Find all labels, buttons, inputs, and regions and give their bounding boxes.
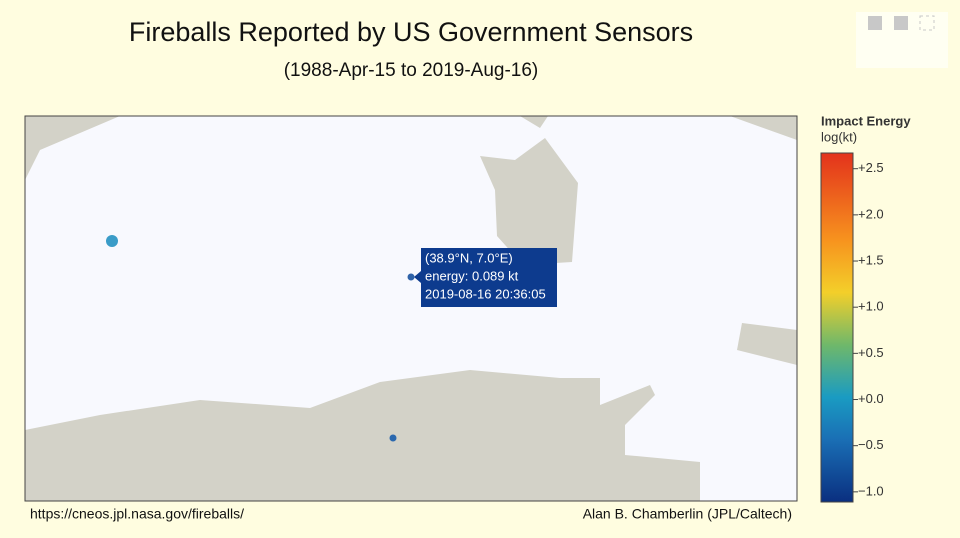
colorbar-tick-label: +1.5	[858, 252, 884, 267]
map-frame	[24, 115, 798, 502]
tooltip-line: 2019-08-16 20:36:05	[425, 286, 546, 301]
fireball	[389, 434, 397, 442]
colorbar-tick-label: +0.0	[858, 391, 884, 406]
land	[520, 116, 548, 128]
colorbar-tick-label: +1.0	[858, 299, 884, 314]
colorbar-title: Impact Energy	[821, 113, 911, 128]
credit: Alan B. Chamberlin (JPL/Caltech)	[583, 506, 792, 522]
tooltip-line: (38.9°N, 7.0°E)	[425, 250, 513, 265]
zoom-out[interactable]	[894, 16, 908, 30]
colorbar-tick-label: +0.5	[858, 345, 884, 360]
fireball	[407, 273, 415, 281]
colorbar-tick-label: −1.0	[858, 483, 884, 498]
tooltip-line: energy: 0.089 kt	[425, 268, 519, 283]
tooltip: (38.9°N, 7.0°E) energy: 0.089 kt 2019-08…	[414, 248, 557, 307]
zoom-in[interactable]	[868, 16, 882, 30]
reset[interactable]	[919, 15, 935, 31]
colorbar-tick-label: −0.5	[858, 437, 884, 452]
tooltip-pointer	[414, 271, 421, 283]
source: https://cneos.jpl.nasa.gov/fireballs/	[30, 506, 244, 522]
title: Fireballs Reported by US Government Sens…	[129, 17, 693, 47]
subtitle: (1988-Apr-15 to 2019-Aug-16)	[284, 60, 539, 81]
colorbar	[820, 152, 854, 503]
colorbar-tick-label: +2.0	[858, 206, 884, 221]
colorbar-unit: log(kt)	[821, 129, 857, 144]
land	[25, 370, 700, 501]
map	[25, 116, 797, 501]
land	[737, 323, 797, 365]
colorbar-tick-label: +2.5	[858, 160, 884, 175]
tooltip-box	[421, 248, 557, 307]
land	[480, 138, 578, 265]
modebar	[856, 12, 948, 68]
land	[730, 116, 797, 140]
fireball	[106, 235, 118, 247]
land	[25, 116, 120, 180]
